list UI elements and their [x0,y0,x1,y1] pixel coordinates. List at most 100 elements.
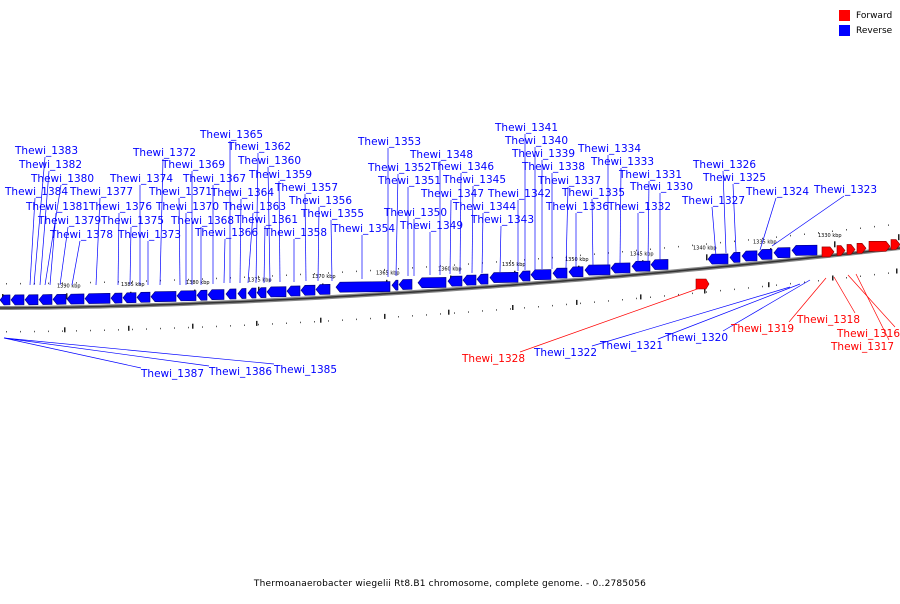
minor-tick-lower [272,323,273,325]
gene-leader-line [263,225,266,284]
gene-label: Thewi_1333 [590,156,654,168]
gene-leader-line [647,180,650,264]
minor-tick-lower [398,316,399,318]
minor-tick-upper [664,247,665,249]
minor-tick-lower [678,293,679,296]
gene-label: Thewi_1363 [222,201,286,213]
gene-label: Thewi_1332 [607,201,671,213]
gene-arrow-reverse [207,289,225,300]
minor-tick-upper [286,274,287,276]
minor-tick-lower [48,330,49,333]
gene-arrow-reverse [286,285,301,297]
minor-tick-lower [804,281,805,283]
gene-leader-line [33,156,46,286]
gene-arrow-reverse [136,291,151,303]
minor-tick-upper [524,259,525,261]
gene-leader-line [117,212,120,286]
gene-arrow-forward [821,246,835,258]
gene-label: Thewi_1385 [273,364,337,376]
minor-tick-upper [818,232,819,234]
gene-label: Thewi_1366 [194,227,258,239]
gene-label: Thewi_1340 [504,135,568,147]
major-tick-lower [64,327,66,333]
gene-label: Thewi_1381 [25,201,89,213]
gene-arrow-forward [846,244,856,255]
gene-label: Thewi_1361 [234,214,298,226]
minor-tick-upper [48,282,49,285]
major-tick-lower [192,323,194,329]
minor-tick-lower [594,301,595,303]
gene-arrow-reverse [757,249,773,260]
minor-tick-upper [300,273,301,276]
gene-arrow-reverse [84,293,111,304]
legend-reverse-label: Reverse [856,26,893,36]
minor-tick-lower [426,314,427,316]
minor-tick-lower [314,321,315,323]
gene-leader-line [71,240,81,286]
gene-arrow-reverse [66,293,85,305]
gene-label: Thewi_1353 [357,136,421,148]
gene-arrow-reverse [707,253,729,265]
minor-tick-lower [692,292,693,295]
gene-arrow-reverse [391,279,399,291]
gene-label: Thewi_1384 [4,186,68,198]
major-tick-lower [640,294,642,300]
scale-label: 1355 kbp [502,262,526,268]
minor-tick-upper [678,245,679,248]
gene-label: Thewi_1382 [18,159,82,171]
minor-tick-upper [496,261,497,263]
minor-tick-upper [538,258,539,260]
minor-tick-upper [594,253,595,255]
gene-arrow-reverse [476,273,489,285]
gene-leader-line [771,195,845,247]
gene-label: Thewi_1383 [14,145,78,157]
gene-label: Thewi_1368 [170,215,234,227]
gene-arrow-reverse [489,271,519,283]
gene-arrow-reverse [773,247,791,259]
gene-arrow-reverse [741,250,758,262]
gene-label: Thewi_1357 [274,182,338,194]
minor-tick-lower [202,326,203,328]
gene-arrow-reverse [462,274,477,286]
gene-leader-line [847,274,896,328]
major-tick [66,293,68,300]
gene-label: Thewi_1323 [813,184,877,196]
gene-label: Thewi_1326 [692,159,756,171]
gene-leader-line [619,167,622,265]
minor-tick-upper [832,230,833,232]
minor-tick-upper [76,282,77,284]
minor-tick-lower [286,322,287,324]
gene-label: Thewi_1341 [494,122,558,134]
gene-leader-line [159,158,164,286]
minor-tick-lower [6,331,7,333]
minor-tick-upper [804,233,805,235]
minor-tick-lower [328,320,329,322]
minor-tick-lower [412,315,413,317]
minor-tick-lower [104,329,105,331]
scale-label: 1350 kbp [565,257,589,263]
scale-label: 1375 kbp [248,277,272,283]
minor-tick-upper [6,283,7,285]
minor-tick-upper [104,281,105,283]
gene-arrow-reverse [196,289,208,301]
gene-leader-line [732,183,737,253]
chromosome-axis [0,247,900,309]
gene-label: Thewi_1386 [208,366,272,378]
gene-label: Thewi_1378 [49,229,113,241]
gene-label: Thewi_1387 [140,368,204,380]
gene-leader-line [722,279,811,332]
minor-tick-upper [132,280,133,283]
gene-label: Thewi_1346 [430,161,494,173]
label-layer: Thewi_1383 Thewi_1382 Thewi_1380Thewi_1384… [4,122,900,380]
minor-tick-lower [34,330,35,333]
minor-tick-lower [132,328,133,331]
gene-label: Thewi_1349 [399,220,463,232]
genome-caption: Thermoanaerobacter wiegelii Rt8.B1 chrom… [253,579,647,589]
gene-label: Thewi_1373 [117,229,181,241]
gene-arrow-reverse [176,290,197,302]
gene-label: Thewi_1364 [210,187,274,199]
gene-label: Thewi_1335 [561,187,625,199]
gene-label: Thewi_1321 [599,340,663,352]
gene-leader-line [129,226,132,286]
minor-tick-upper [454,264,455,266]
